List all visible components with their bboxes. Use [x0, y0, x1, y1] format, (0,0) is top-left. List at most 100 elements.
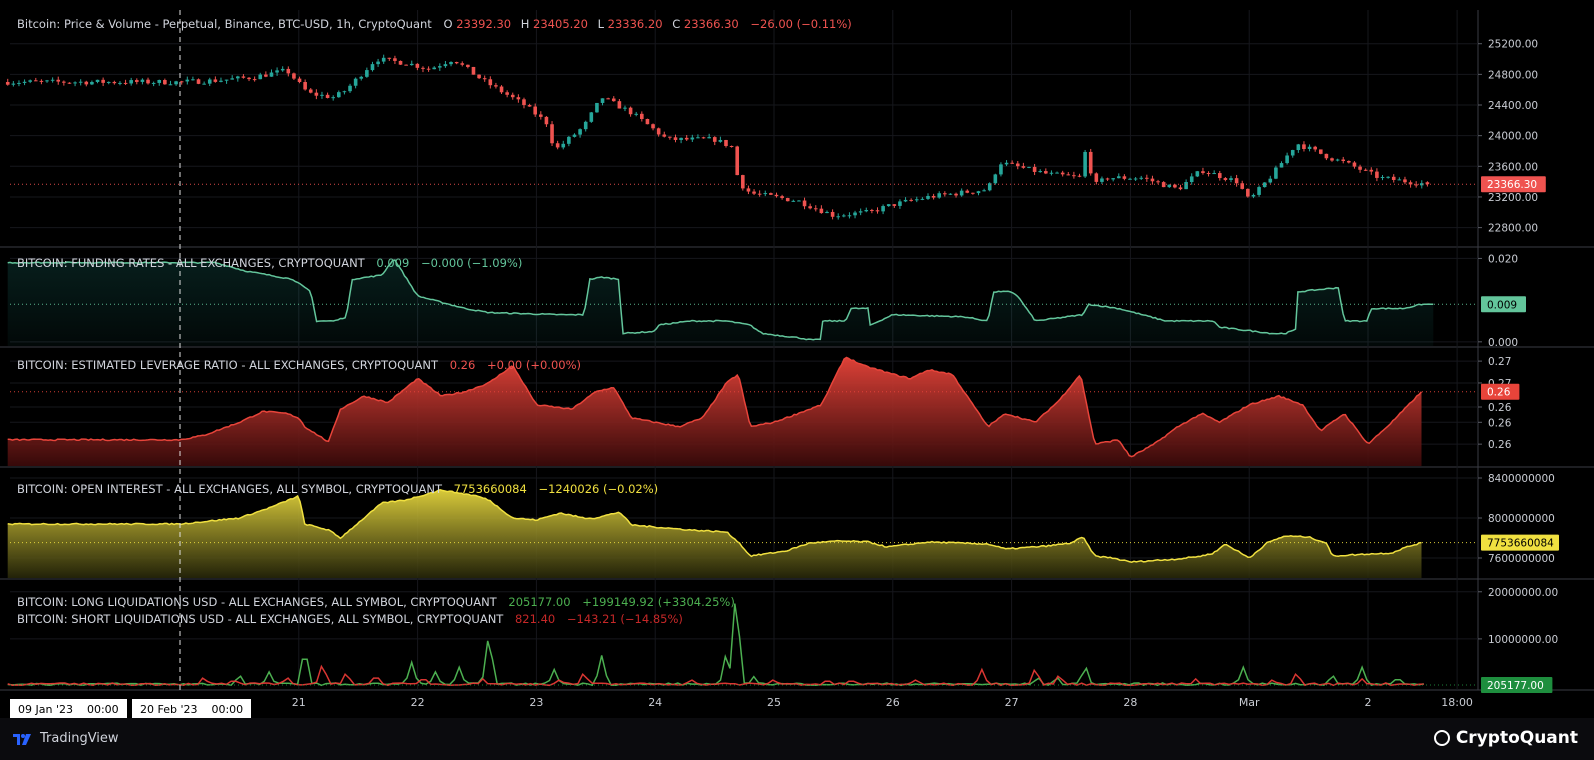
candle-body [595, 102, 599, 113]
candle-body [292, 73, 296, 79]
y-tick-label: 7600000000 [1488, 553, 1555, 565]
candle-body [1010, 162, 1014, 164]
candle-body [342, 91, 347, 93]
candle-body [415, 63, 420, 68]
candle-body [33, 80, 38, 82]
candle-body [1173, 184, 1177, 188]
candle-body [387, 57, 392, 59]
candle-body [488, 79, 493, 86]
candle-body [449, 61, 453, 65]
candle-body [1178, 187, 1183, 190]
candle-body [1111, 178, 1115, 180]
candle-body [971, 192, 975, 194]
cryptoquant-logo[interactable]: CryptoQuant [1433, 728, 1578, 748]
candle-body [106, 81, 111, 83]
candle-body [381, 57, 386, 62]
candle-body [196, 79, 201, 84]
cryptoquant-logo-icon [1433, 730, 1450, 746]
candle-body [118, 82, 122, 84]
svg-text:BITCOIN: LONG LIQUIDATIONS USD: BITCOIN: LONG LIQUIDATIONS USD - ALL EXC… [17, 595, 735, 609]
candle-body [1150, 178, 1155, 182]
svg-text:Bitcoin: Price & Volume - Perp: Bitcoin: Price & Volume - Perpetual, Bin… [17, 17, 852, 31]
candle-body [645, 118, 650, 125]
footer-bar [0, 718, 1594, 760]
candle-body [314, 92, 319, 96]
candle-body [56, 79, 61, 82]
candle-body [628, 107, 633, 115]
time-tick-label: 27 [1005, 696, 1019, 709]
candle-body [914, 199, 919, 201]
candle-body [718, 139, 723, 142]
price-axes: 25200.00 24800.00 24400.00 24000.00 23600.00… [10, 39, 1559, 694]
candle-body [802, 200, 807, 207]
candle-body [297, 78, 302, 83]
candle-body [438, 66, 442, 68]
candle-body [853, 212, 857, 216]
candle-body [230, 78, 234, 80]
tradingview-label: TradingView [40, 731, 119, 746]
candle-body [404, 64, 408, 66]
candle-body [572, 134, 577, 137]
candle-body [1032, 166, 1037, 172]
candle-body [735, 146, 740, 176]
candle-body [965, 190, 970, 193]
candle-body [830, 211, 835, 217]
candle-body [903, 199, 908, 202]
candle-body [943, 193, 947, 195]
candle-body [224, 79, 229, 81]
cryptoquant-label: CryptoQuant [1455, 728, 1578, 748]
candle-body [527, 105, 532, 107]
short-liq-value: 821.40 [515, 612, 555, 626]
candle-body [1195, 171, 1200, 177]
candle-body [858, 211, 863, 213]
leverage-value: 0.26 [450, 358, 476, 372]
candle-body [684, 137, 689, 140]
candle-body [819, 208, 824, 214]
y-tick-label: 22800.00 [1488, 223, 1538, 235]
candle-body [1285, 155, 1289, 164]
candle-body [600, 98, 605, 103]
candle-body [157, 80, 162, 83]
candle-body [1296, 144, 1301, 151]
candle-body [1201, 171, 1205, 174]
candle-body [1290, 150, 1295, 156]
candle-body [785, 198, 790, 202]
candle-body [707, 137, 711, 139]
candle-body [673, 137, 678, 140]
candle-body [1161, 182, 1166, 188]
candle-body [1408, 182, 1413, 185]
candle-body [898, 201, 902, 206]
time-tick-label: 18:00 [1441, 696, 1473, 709]
candle-body [774, 194, 779, 197]
candle-body [1206, 173, 1211, 175]
open-value: 23392.30 [456, 17, 511, 31]
candle-body [84, 81, 89, 85]
svg-text:BITCOIN: SHORT LIQUIDATIONS US: BITCOIN: SHORT LIQUIDATIONS USD - ALL EX… [17, 612, 683, 626]
candle-body [881, 206, 885, 212]
candle-body [870, 210, 874, 212]
candle-body [348, 85, 352, 92]
svg-text:BITCOIN: OPEN INTEREST - ALL E: BITCOIN: OPEN INTEREST - ALL EXCHANGES, … [17, 482, 658, 496]
candle-body [634, 113, 639, 115]
candle-body [606, 98, 610, 100]
main-title: Bitcoin: Price & Volume - Perpetual, Bin… [17, 17, 432, 31]
candle-body [1324, 153, 1329, 159]
candle-body [499, 86, 504, 93]
candle-body [1229, 178, 1233, 181]
candle-body [280, 68, 285, 71]
tradingview-logo[interactable]: TradingView [12, 731, 119, 746]
crosshair-date-label: 20 Feb '23 00:00 [132, 699, 252, 721]
candle-body [101, 79, 105, 83]
candle-body [1268, 178, 1273, 183]
candle-body [1133, 178, 1138, 180]
candle-body [50, 79, 55, 81]
candle-body [1302, 144, 1306, 150]
candle-body [325, 94, 330, 98]
candle-body [258, 74, 263, 80]
candle-body [1318, 149, 1323, 154]
series-line [7, 489, 1422, 563]
chart-panes [5, 54, 1434, 687]
candle-body [135, 80, 139, 82]
last-value-badge-text: 0.26 [1487, 387, 1511, 399]
